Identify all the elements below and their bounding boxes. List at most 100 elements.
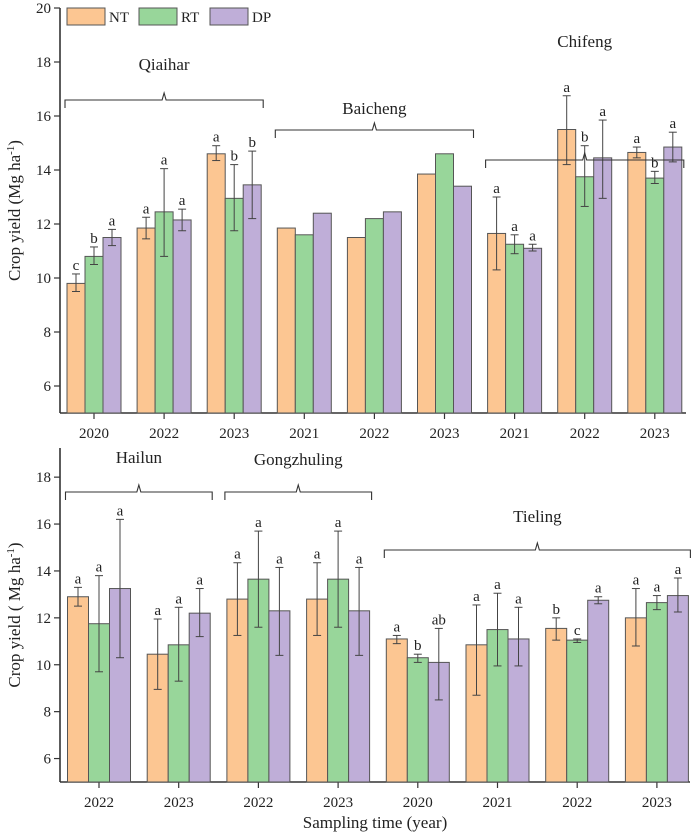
y-tick-label: 16 (36, 109, 52, 125)
significance-letter: a (96, 560, 103, 576)
x-tick-label: 2023 (642, 795, 672, 811)
x-tick-label: 2021 (500, 426, 530, 442)
x-axis-title: Sampling time (year) (303, 813, 447, 832)
significance-letter: a (117, 503, 124, 519)
bar-rt (84, 255, 104, 414)
significance-letter: b (414, 638, 422, 654)
bar-nt (417, 173, 436, 414)
x-tick-label: 2023 (219, 426, 249, 442)
y-tick-label: 14 (36, 564, 52, 580)
significance-letter: a (276, 551, 283, 567)
legend-label-rt: RT (181, 10, 199, 26)
significance-letter: b (552, 602, 560, 618)
bar-rt (505, 243, 525, 414)
y-tick-label: 10 (36, 271, 51, 287)
y-tick-label: 18 (36, 470, 51, 486)
x-tick-label: 2023 (430, 426, 460, 442)
site-label: Tieling (513, 507, 562, 526)
bar-rt (566, 639, 589, 783)
y-axis-title: Crop yield (Mg ha-1) (5, 140, 24, 281)
bar-rt (435, 153, 454, 414)
significance-letter: b (230, 149, 238, 165)
bar-rt (575, 176, 595, 414)
significance-letter: a (175, 591, 182, 607)
y-tick-label: 12 (36, 611, 51, 627)
significance-letter: a (654, 580, 661, 596)
y-tick-label: 10 (36, 658, 51, 674)
legend-swatch-nt (66, 7, 106, 26)
legend-swatch-rt (138, 7, 178, 26)
site-bracket (274, 120, 475, 138)
bar-nt (627, 151, 647, 414)
bar-rt (406, 657, 429, 783)
y-tick-label: 6 (44, 752, 52, 768)
bar-dp (382, 211, 402, 414)
bar-nt (206, 153, 226, 414)
significance-letter: a (234, 547, 241, 563)
significance-letter: a (515, 591, 522, 607)
significance-letter: a (633, 131, 640, 147)
bar-rt (645, 602, 668, 783)
significance-letter: a (109, 213, 116, 229)
x-tick-label: 2020 (79, 426, 109, 442)
x-tick-label: 2023 (164, 795, 194, 811)
site-bracket (485, 150, 685, 168)
significance-letter: a (196, 573, 203, 589)
bar-nt (66, 282, 86, 414)
bar-dp (453, 185, 472, 414)
significance-letter: a (473, 589, 480, 605)
x-tick-label: 2022 (562, 795, 592, 811)
legend-label-dp: DP (252, 10, 271, 26)
bar-dp (102, 237, 122, 414)
significance-letter: a (314, 547, 321, 563)
bar-nt (67, 596, 89, 783)
significance-letter: a (511, 219, 518, 235)
x-tick-label: 2021 (289, 426, 319, 442)
x-tick-label: 2022 (243, 795, 273, 811)
significance-letter: a (161, 153, 168, 169)
significance-letter: a (255, 515, 262, 531)
bar-rt (645, 177, 665, 414)
significance-letter: b (581, 130, 589, 146)
y-tick-label: 8 (44, 325, 52, 341)
significance-letter: a (356, 551, 363, 567)
significance-letter: b (90, 231, 98, 247)
site-bracket (64, 482, 213, 500)
site-label: Hailun (116, 448, 163, 467)
x-tick-label: 2022 (359, 426, 389, 442)
site-label: Chifeng (557, 32, 612, 51)
significance-letter: a (599, 104, 606, 120)
x-tick-label: 2023 (640, 426, 670, 442)
bar-dp (312, 212, 332, 414)
significance-letter: a (154, 603, 161, 619)
y-tick-label: 20 (36, 1, 51, 17)
bar-dp (172, 219, 192, 414)
significance-letter: ab (432, 612, 446, 628)
bar-dp (523, 247, 543, 414)
site-bracket (64, 90, 264, 108)
bar-nt (385, 638, 408, 783)
x-tick-label: 2023 (323, 795, 353, 811)
y-tick-label: 14 (36, 163, 52, 179)
significance-letter: a (213, 130, 220, 146)
site-label: Qiaihar (139, 55, 190, 74)
significance-letter: a (675, 562, 682, 578)
site-label: Baicheng (342, 99, 407, 118)
y-tick-label: 8 (44, 705, 52, 721)
significance-letter: a (493, 181, 500, 197)
significance-letter: b (248, 135, 256, 151)
site-label: Gongzhuling (254, 450, 343, 469)
significance-letter: b (651, 155, 659, 171)
y-tick-label: 6 (44, 379, 52, 395)
y-tick-label: 18 (36, 55, 51, 71)
y-tick-label: 12 (36, 217, 51, 233)
bar-rt (364, 218, 384, 414)
legend-swatch-dp (209, 7, 249, 26)
significance-letter: a (335, 515, 342, 531)
bar-dp (188, 612, 211, 783)
site-bracket (383, 540, 691, 558)
significance-letter: a (529, 228, 536, 244)
